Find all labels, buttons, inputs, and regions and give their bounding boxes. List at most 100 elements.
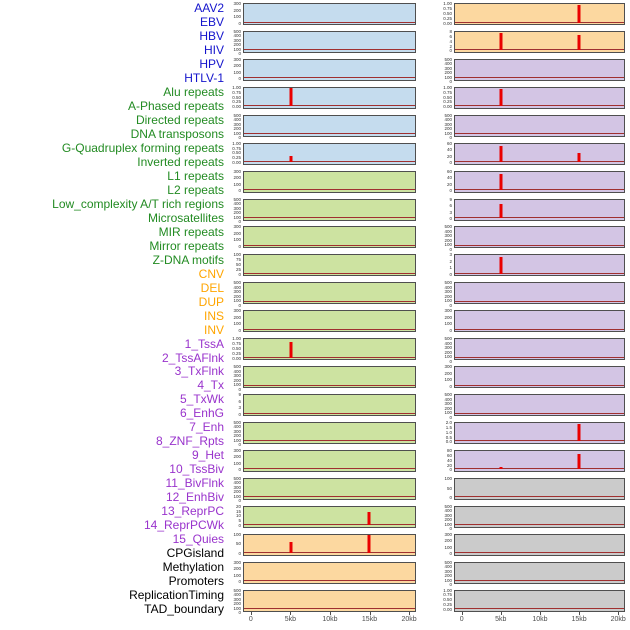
track-label-cpgisland: CPGisland — [166, 546, 224, 561]
track-plot-aav2 — [243, 3, 416, 25]
track-plot-alu-repeats — [243, 170, 416, 193]
signal-baseline — [455, 524, 624, 526]
track-label-3-txflnk: 3_TxFlnk — [174, 364, 224, 379]
y-tick-label: 1 — [449, 265, 452, 271]
y-tick-label: 0 — [449, 216, 452, 221]
signal-baseline — [244, 580, 415, 582]
y-axis-tick-labels: 500 400 300 200 100 0 — [225, 588, 241, 616]
signal-baseline — [244, 356, 415, 358]
track-plot-microsatellites — [243, 421, 416, 444]
track-label-15-quies: 15_Quies — [172, 532, 224, 547]
y-tick-label: 400 — [233, 284, 241, 290]
y-tick-label: 20 — [446, 181, 452, 187]
y-tick-label: 0 — [449, 551, 452, 557]
y-tick-label: 300 — [233, 484, 241, 490]
track-plot-inverted-repeats — [243, 310, 416, 333]
track-plot-mir-repeats — [243, 449, 416, 472]
signal-baseline — [455, 133, 624, 135]
track-plot-ebv — [243, 30, 416, 53]
y-tick-label: 9 — [238, 392, 241, 398]
y-tick-label: 300 — [444, 364, 452, 370]
y-tick-label: 200 — [444, 349, 452, 355]
signal-peak — [499, 256, 503, 274]
signal-baseline — [455, 189, 624, 191]
y-tick-label: 300 — [444, 121, 452, 127]
y-tick-label: 100 — [233, 605, 241, 611]
y-tick-label: 500 — [444, 56, 452, 62]
track-label-ebv: EBV — [199, 14, 224, 29]
track-label-inverted-repeats: Inverted repeats — [137, 154, 224, 169]
y-tick-label: 200 — [233, 42, 241, 48]
y-tick-label: 0 — [238, 610, 241, 616]
track-plot-htlv-1 — [243, 142, 416, 165]
track-label-replicationtiming: ReplicationTiming — [129, 588, 224, 603]
track-label-dup: DUP — [198, 294, 224, 309]
track-label-6-enhg: 6_EnhG — [179, 406, 224, 421]
signal-peak — [499, 203, 503, 218]
y-tick-label: 300 — [233, 37, 241, 43]
signal-baseline — [455, 105, 624, 107]
y-axis-tick-labels: 500 400 300 200 100 0 — [225, 365, 241, 392]
y-tick-label: 0 — [449, 48, 452, 54]
y-tick-label: 0.50 — [443, 94, 452, 100]
y-tick-label: 400 — [444, 508, 452, 514]
y-tick-label: 1.00 — [443, 587, 452, 593]
y-tick-label: 0 — [238, 411, 241, 417]
y-axis-tick-labels: 500 400 300 200 100 0 — [436, 504, 452, 532]
x-axis-tick — [500, 612, 502, 615]
track-plot-12-enhbiv — [454, 366, 625, 389]
y-tick-label: 300 — [233, 205, 241, 211]
x-axis-tick — [618, 612, 620, 615]
y-tick-label: 25 — [235, 266, 241, 272]
signal-peak — [577, 152, 581, 163]
x-axis-tick-label: 0 — [248, 616, 253, 623]
y-tick-label: 20 — [235, 503, 241, 509]
track-plot-hpv — [243, 114, 416, 137]
signal-baseline — [455, 272, 624, 274]
y-tick-label: 9 — [449, 196, 452, 202]
y-tick-label: 100 — [233, 493, 241, 499]
y-tick-label: 300 — [444, 308, 452, 314]
y-tick-label: 0 — [449, 526, 452, 532]
y-axis-tick-labels: 500 400 300 200 100 0 — [436, 392, 452, 419]
y-tick-label: 300 — [444, 531, 452, 537]
y-tick-label: 200 — [444, 314, 452, 320]
x-axis-tick — [369, 612, 371, 615]
signal-baseline — [455, 77, 624, 79]
track-plot-15-quies — [454, 449, 625, 472]
y-tick-label: 2 — [449, 43, 452, 49]
y-tick-label: 60 — [446, 168, 452, 174]
track-label-ins: INS — [203, 308, 224, 323]
y-axis-tick-labels: 100 50 0 — [436, 476, 452, 501]
signal-peak — [289, 541, 293, 554]
y-tick-label: 0.75 — [443, 89, 452, 95]
y-tick-label: 200 — [233, 230, 241, 236]
y-tick-label: 300 — [444, 401, 452, 407]
y-tick-label: 200 — [233, 63, 241, 69]
track-plot-l1-repeats — [243, 338, 416, 361]
y-tick-label: 100 — [233, 298, 241, 304]
y-tick-label: 0.25 — [232, 155, 241, 161]
y-axis-tick-labels: 300 200 100 0 — [225, 1, 241, 26]
signal-baseline — [244, 217, 415, 218]
y-tick-label: 300 — [233, 168, 241, 174]
y-tick-label: 100 — [233, 46, 241, 52]
signal-baseline — [244, 133, 415, 135]
track-plot-methylation — [454, 505, 625, 528]
signal-peak — [289, 341, 293, 358]
signal-baseline — [244, 49, 415, 51]
y-tick-label: 100 — [444, 74, 452, 80]
signal-baseline — [244, 552, 415, 554]
track-label-l1-repeats: L1 repeats — [167, 168, 224, 183]
signal-baseline — [244, 272, 415, 274]
y-tick-label: 0.50 — [443, 597, 452, 603]
y-tick-label: 300 — [233, 56, 241, 62]
x-axis-tick — [579, 612, 581, 615]
x-axis-tick — [250, 612, 252, 615]
track-plot-10-tssbiv — [454, 310, 625, 333]
track-plot-14-reprpcwk — [454, 421, 625, 444]
y-tick-label: 100 — [444, 321, 452, 327]
y-tick-label: 200 — [233, 566, 241, 572]
y-tick-label: 200 — [233, 314, 241, 320]
y-tick-label: 100 — [233, 130, 241, 136]
